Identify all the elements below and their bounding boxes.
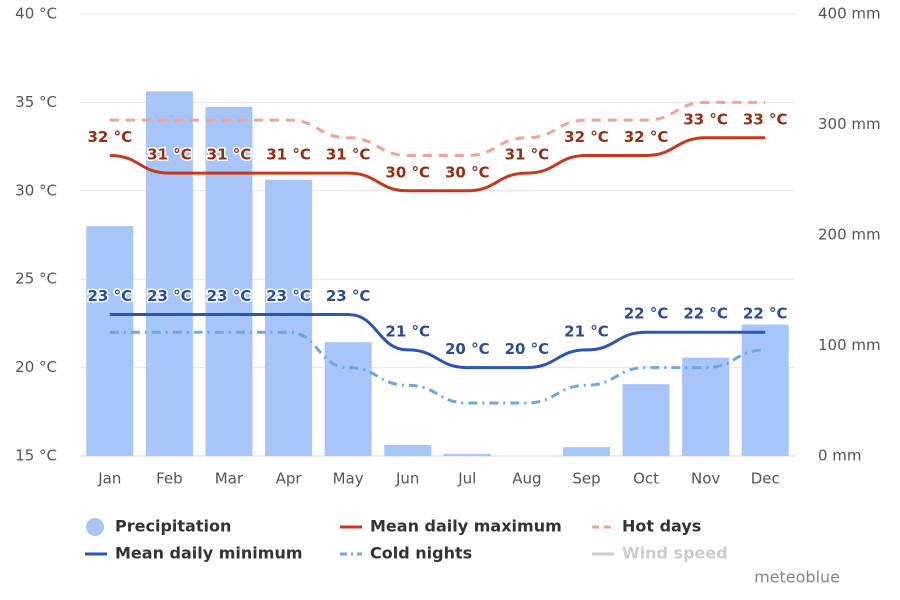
legend-symbol [86, 518, 104, 536]
legend-label: Wind speed [622, 544, 728, 563]
data-label: 31 °C [505, 146, 550, 164]
data-label: 20 °C [505, 340, 550, 358]
data-label: 21 °C [564, 322, 609, 340]
data-label: 31 °C [266, 146, 311, 164]
data-label: 23 °C [147, 287, 192, 305]
bar [384, 444, 432, 456]
bar [324, 342, 372, 456]
bar [145, 91, 193, 456]
data-label: 23 °C [207, 287, 252, 305]
bar [741, 324, 789, 456]
x-tick-label: Jul [457, 470, 476, 488]
y2-tick-label: 200 mm [818, 226, 881, 244]
legend-label: Precipitation [115, 517, 231, 536]
line [109, 330, 766, 405]
data-label: 33 °C [683, 110, 728, 128]
bar [682, 357, 730, 456]
data-label: 32 °C [564, 128, 609, 146]
x-tick-label: May [333, 470, 364, 488]
bar [562, 447, 610, 456]
x-tick-label: Sep [572, 470, 600, 488]
data-label: 31 °C [326, 146, 371, 164]
y2-tick-label: 0 mm [818, 447, 862, 465]
x-tick-label: Oct [633, 470, 659, 488]
bar [205, 106, 253, 456]
y-tick-label: 15 °C [15, 447, 57, 465]
x-tick-label: Mar [215, 470, 244, 488]
data-label: 21 °C [385, 322, 430, 340]
bar [265, 179, 313, 456]
x-tick-label: Dec [751, 470, 780, 488]
data-label: 32 °C [87, 128, 132, 146]
data-label: 23 °C [266, 287, 311, 305]
x-tick-label: Aug [512, 470, 541, 488]
data-label: 23 °C [326, 287, 371, 305]
data-label: 30 °C [385, 163, 430, 181]
data-label: 32 °C [624, 128, 669, 146]
legend-label: Cold nights [370, 544, 472, 563]
line [109, 136, 766, 193]
legend-label: Hot days [622, 517, 701, 536]
x-tick-label: Feb [156, 470, 183, 488]
data-label: 31 °C [207, 146, 252, 164]
bar [622, 384, 670, 456]
data-label: 22 °C [743, 305, 788, 323]
legend-label: Mean daily minimum [115, 544, 303, 563]
bar [443, 453, 491, 456]
y-tick-label: 25 °C [15, 270, 57, 288]
credit: meteoblue [754, 568, 840, 587]
y-tick-label: 40 °C [15, 5, 57, 23]
data-label: 30 °C [445, 163, 490, 181]
y-tick-label: 35 °C [15, 93, 57, 111]
y2-tick-label: 300 mm [818, 115, 881, 133]
legend-label: Mean daily maximum [370, 517, 562, 536]
x-tick-label: Nov [691, 470, 720, 488]
x-tick-label: Jan [97, 470, 121, 488]
data-label: 20 °C [445, 340, 490, 358]
data-label: 22 °C [683, 305, 728, 323]
line [109, 100, 766, 157]
data-label: 22 °C [624, 305, 669, 323]
line [109, 313, 766, 370]
x-tick-label: Apr [276, 470, 303, 488]
data-label: 23 °C [87, 287, 132, 305]
y-tick-label: 30 °C [15, 181, 57, 199]
y2-tick-label: 100 mm [818, 336, 881, 354]
y-tick-label: 20 °C [15, 358, 57, 376]
data-label: 33 °C [743, 110, 788, 128]
data-label: 31 °C [147, 146, 192, 164]
x-tick-label: Jun [395, 470, 419, 488]
y2-tick-label: 400 mm [818, 5, 881, 23]
bar [86, 226, 134, 456]
